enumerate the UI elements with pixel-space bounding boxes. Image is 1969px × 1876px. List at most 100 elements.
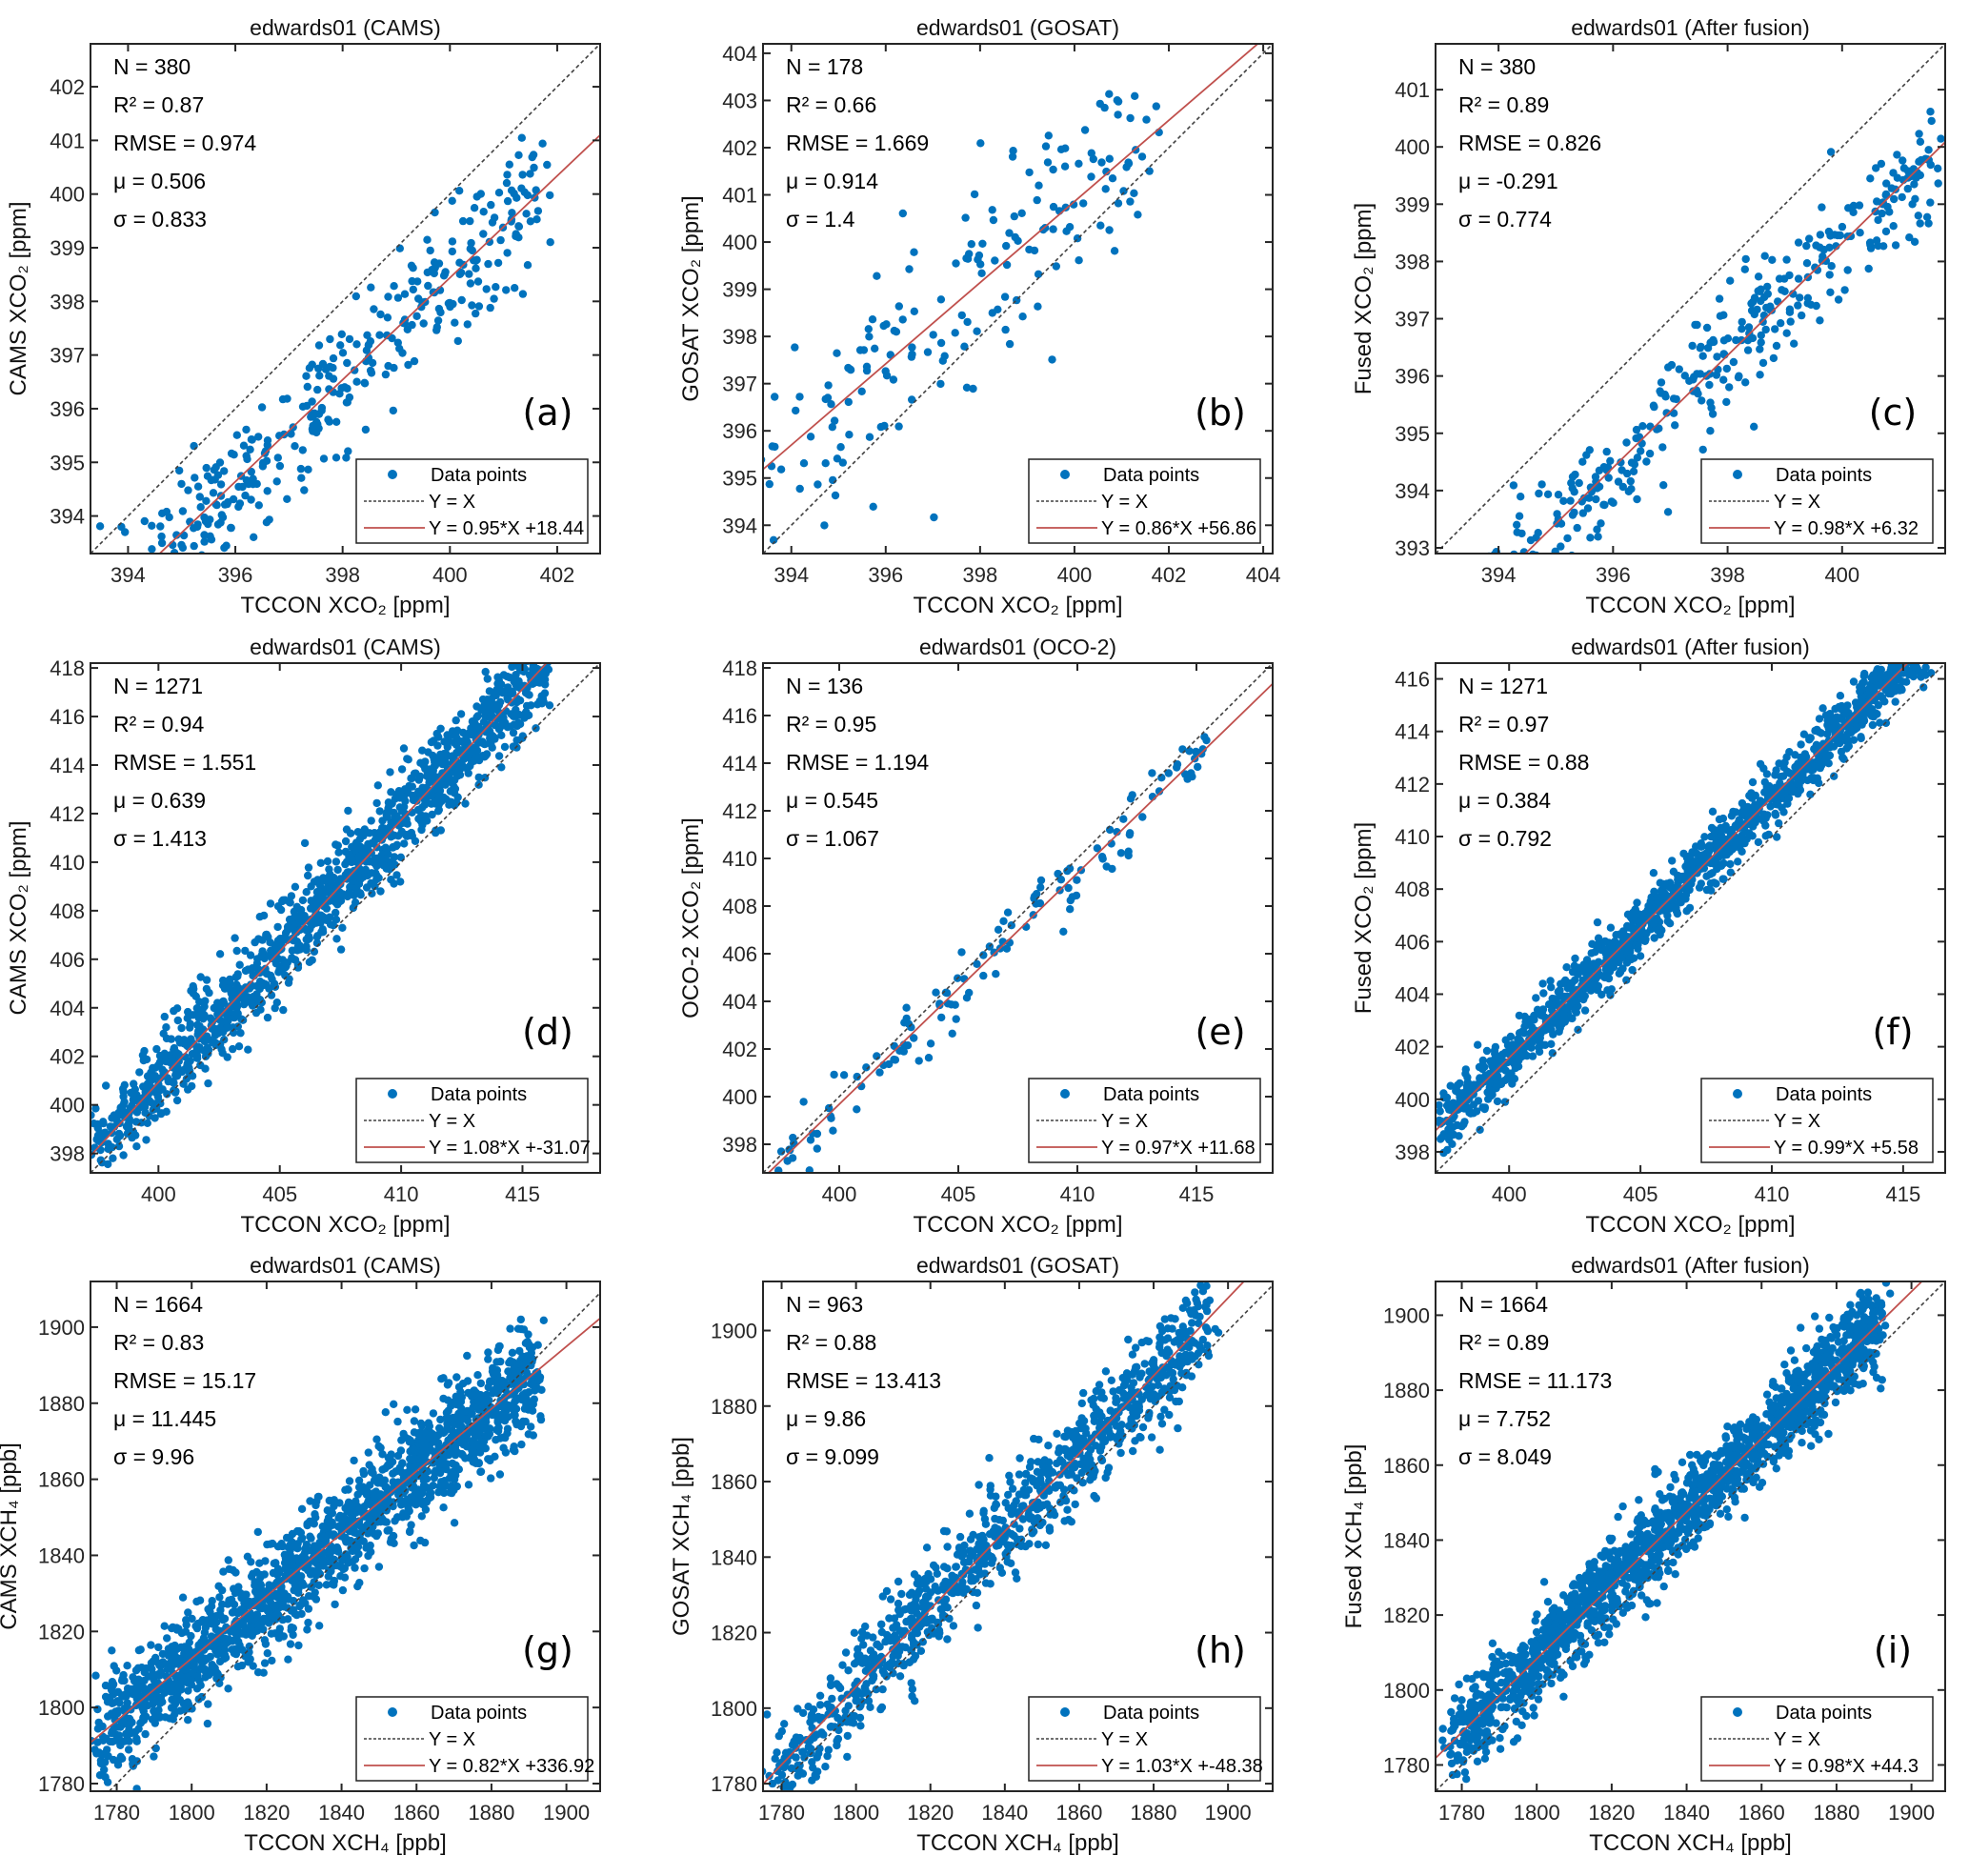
data-point [178, 507, 188, 515]
data-point [508, 698, 516, 707]
data-point [398, 349, 407, 357]
x-tick-label: 396 [868, 563, 903, 587]
data-point [1843, 266, 1852, 274]
x-tick-label: 410 [384, 1182, 419, 1206]
data-point [231, 934, 239, 942]
data-point [532, 215, 541, 224]
data-point [1178, 745, 1187, 754]
y-axis-label: CAMS XCO₂ [ppm] [6, 820, 31, 1015]
data-point [763, 455, 766, 464]
data-point [1785, 308, 1795, 316]
data-point [1025, 168, 1034, 177]
data-point [542, 634, 550, 641]
data-point [1900, 654, 1908, 661]
data-point [1069, 200, 1078, 209]
data-point [312, 933, 321, 941]
data-point [1002, 241, 1011, 251]
axes-box [90, 662, 601, 1174]
data-point [204, 1700, 212, 1708]
data-point [545, 624, 553, 632]
data-point [162, 507, 171, 516]
data-point [1101, 185, 1110, 193]
stat-line: N = 1271 [113, 674, 203, 698]
data-point [1882, 179, 1891, 188]
data-point [197, 551, 206, 554]
data-point [539, 623, 547, 631]
data-point [1796, 293, 1804, 302]
data-point [1913, 636, 1920, 644]
data-point [1675, 365, 1684, 373]
data-point [1010, 212, 1019, 221]
data-point [1756, 345, 1764, 353]
data-point [1513, 520, 1521, 529]
data-point [518, 732, 527, 740]
x-tick-label: 398 [963, 563, 998, 587]
data-point [323, 916, 332, 924]
data-point [1715, 294, 1724, 303]
data-point [194, 1027, 203, 1036]
identity-line [1436, 663, 1945, 1173]
data-point [522, 708, 531, 716]
data-point [99, 607, 107, 615]
data-point [251, 938, 259, 947]
data-point [1919, 668, 1928, 676]
legend-marker-points [388, 1089, 397, 1099]
data-point [393, 1417, 402, 1426]
y-tick-label: 406 [1395, 930, 1430, 954]
data-point [140, 1676, 149, 1685]
axes-box [762, 662, 1274, 1174]
data-point [1735, 372, 1743, 380]
data-point [1589, 981, 1597, 990]
data-point [1836, 692, 1845, 700]
legend-marker-points [1060, 470, 1070, 479]
data-point [873, 272, 881, 280]
data-point [339, 891, 348, 899]
data-point [262, 456, 271, 465]
data-point [233, 1022, 242, 1031]
data-point [1108, 864, 1116, 874]
data-point [1557, 519, 1566, 528]
data-point [451, 318, 459, 327]
data-point [1436, 1107, 1444, 1116]
data-point [436, 308, 445, 317]
data-point [455, 270, 464, 278]
data-point [383, 313, 392, 322]
data-point [283, 394, 291, 403]
y-tick-label: 400 [722, 1085, 757, 1109]
y-tick-label: 414 [50, 754, 85, 777]
data-point [1662, 409, 1671, 417]
data-point [1922, 212, 1932, 221]
data-point [539, 1316, 548, 1325]
data-point [92, 632, 100, 639]
data-point [416, 1536, 425, 1545]
data-point [1030, 246, 1039, 255]
data-point [1517, 493, 1525, 501]
data-point [1550, 560, 1557, 568]
data-point [449, 299, 457, 309]
data-point [1124, 847, 1133, 856]
data-point [397, 765, 407, 774]
data-point [869, 502, 877, 511]
data-point [448, 237, 457, 246]
data-point [770, 1178, 777, 1185]
data-point [1668, 857, 1677, 865]
data-point [1893, 173, 1902, 182]
identity-line [90, 663, 600, 1173]
data-point [1623, 469, 1632, 478]
data-point [1757, 296, 1765, 306]
data-point [1194, 762, 1202, 772]
data-point [294, 1641, 303, 1650]
data-point [1436, 1100, 1443, 1110]
data-point [511, 284, 519, 292]
data-point [229, 1044, 237, 1054]
data-point [255, 913, 264, 921]
data-point [1910, 237, 1919, 246]
legend-label: Y = 1.08*X +-31.07 [429, 1138, 591, 1159]
data-point [1917, 155, 1926, 165]
data-point [212, 500, 221, 510]
data-point [1738, 831, 1746, 839]
data-point [1718, 814, 1728, 823]
data-point [1444, 596, 1452, 604]
data-point [215, 458, 225, 467]
data-point [124, 1120, 132, 1129]
